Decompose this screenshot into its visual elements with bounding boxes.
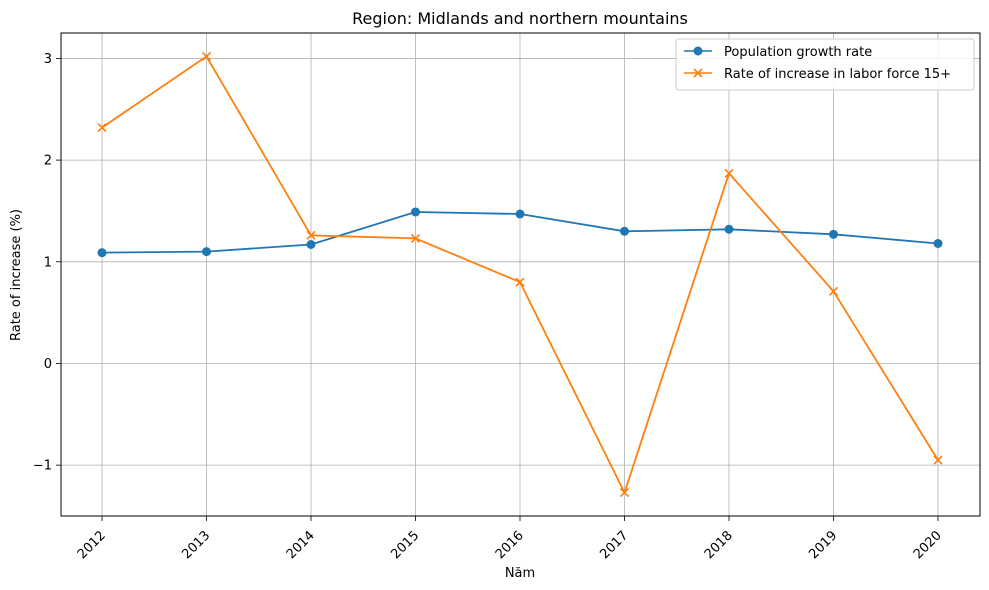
gridlines [61,33,980,516]
y-tick-label: −1 [33,459,52,474]
y-axis-label: Rate of increase (%) [9,209,24,341]
data-point [202,247,211,257]
series-layer [97,51,943,498]
data-point [829,229,838,239]
data-point [515,277,525,287]
legend: Population growth rate Rate of increase … [675,38,975,91]
y-tick-label: 2 [44,154,52,169]
series-labor-force-increase [97,51,943,498]
data-point [933,238,943,248]
y-tick-label: 0 [44,357,52,372]
data-point [515,209,525,219]
y-tick-label: 1 [44,255,52,270]
plot-frame [60,32,981,517]
data-point [411,207,420,217]
legend-item-population: Population growth rate [684,45,872,60]
legend-marker-circle [693,46,703,56]
legend-label-population: Population growth rate [724,45,872,60]
legend-box [675,38,975,91]
data-point [201,51,212,61]
data-point [306,240,316,250]
series-population-growth [97,207,943,258]
data-point [619,488,630,498]
data-point [306,230,316,240]
data-point [620,226,629,236]
y-axis-ticks: −1 0 1 2 3 [33,52,61,474]
y-tick-label: 3 [44,52,52,67]
legend-item-labor: Rate of increase in labor force 15+ [684,67,951,82]
legend-marker-x [693,68,703,78]
legend-label-labor: Rate of increase in labor force 15+ [724,67,951,82]
data-point [97,248,107,258]
data-point [97,123,107,133]
data-point [410,233,421,243]
data-point [724,224,734,234]
data-point [933,455,943,465]
x-axis-label: Năm [505,566,535,581]
data-point [828,286,839,296]
data-point [724,168,734,178]
chart-title: Region: Midlands and northern mountains [352,9,688,28]
plot-area [60,32,981,517]
